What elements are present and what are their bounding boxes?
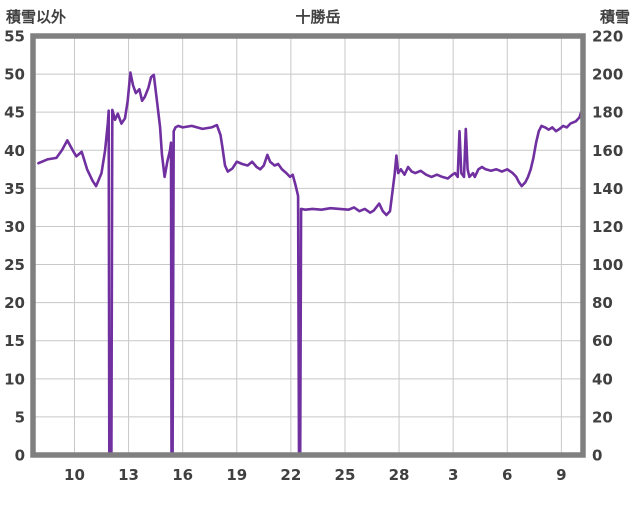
svg-text:0: 0 [15,447,25,465]
plot-area [33,36,583,455]
svg-text:50: 50 [4,66,25,84]
svg-text:13: 13 [118,466,139,484]
gridlines [33,36,583,455]
svg-text:25: 25 [335,466,356,484]
svg-text:160: 160 [592,142,623,160]
svg-text:10: 10 [64,466,85,484]
svg-text:25: 25 [4,256,25,274]
svg-text:22: 22 [280,466,301,484]
svg-text:30: 30 [4,218,25,236]
svg-text:16: 16 [172,466,193,484]
left-axis-title: 積雪以外 [6,8,67,26]
svg-text:15: 15 [4,332,25,350]
svg-text:10: 10 [4,370,25,388]
svg-text:55: 55 [4,28,25,46]
svg-text:120: 120 [592,218,623,236]
svg-text:3: 3 [448,466,458,484]
svg-text:180: 180 [592,104,623,122]
svg-text:140: 140 [592,180,623,198]
svg-text:28: 28 [389,466,410,484]
svg-text:80: 80 [592,294,613,312]
svg-text:40: 40 [592,370,613,388]
svg-text:0: 0 [592,447,602,465]
svg-text:5: 5 [15,408,25,426]
svg-text:45: 45 [4,104,25,122]
plot-frame [30,33,586,458]
right-axis-title: 積雪 [599,8,630,26]
x-axis-labels: 10 13 16 19 22 25 28 3 6 9 [64,466,567,484]
svg-text:9: 9 [556,466,566,484]
page-title: 十勝岳 [295,8,341,26]
svg-text:40: 40 [4,142,25,160]
svg-text:100: 100 [592,256,623,274]
svg-text:220: 220 [592,28,623,46]
svg-text:20: 20 [4,294,25,312]
svg-text:19: 19 [226,466,247,484]
svg-text:6: 6 [502,466,512,484]
svg-text:35: 35 [4,180,25,198]
svg-text:20: 20 [592,408,613,426]
svg-text:200: 200 [592,66,623,84]
svg-text:60: 60 [592,332,613,350]
